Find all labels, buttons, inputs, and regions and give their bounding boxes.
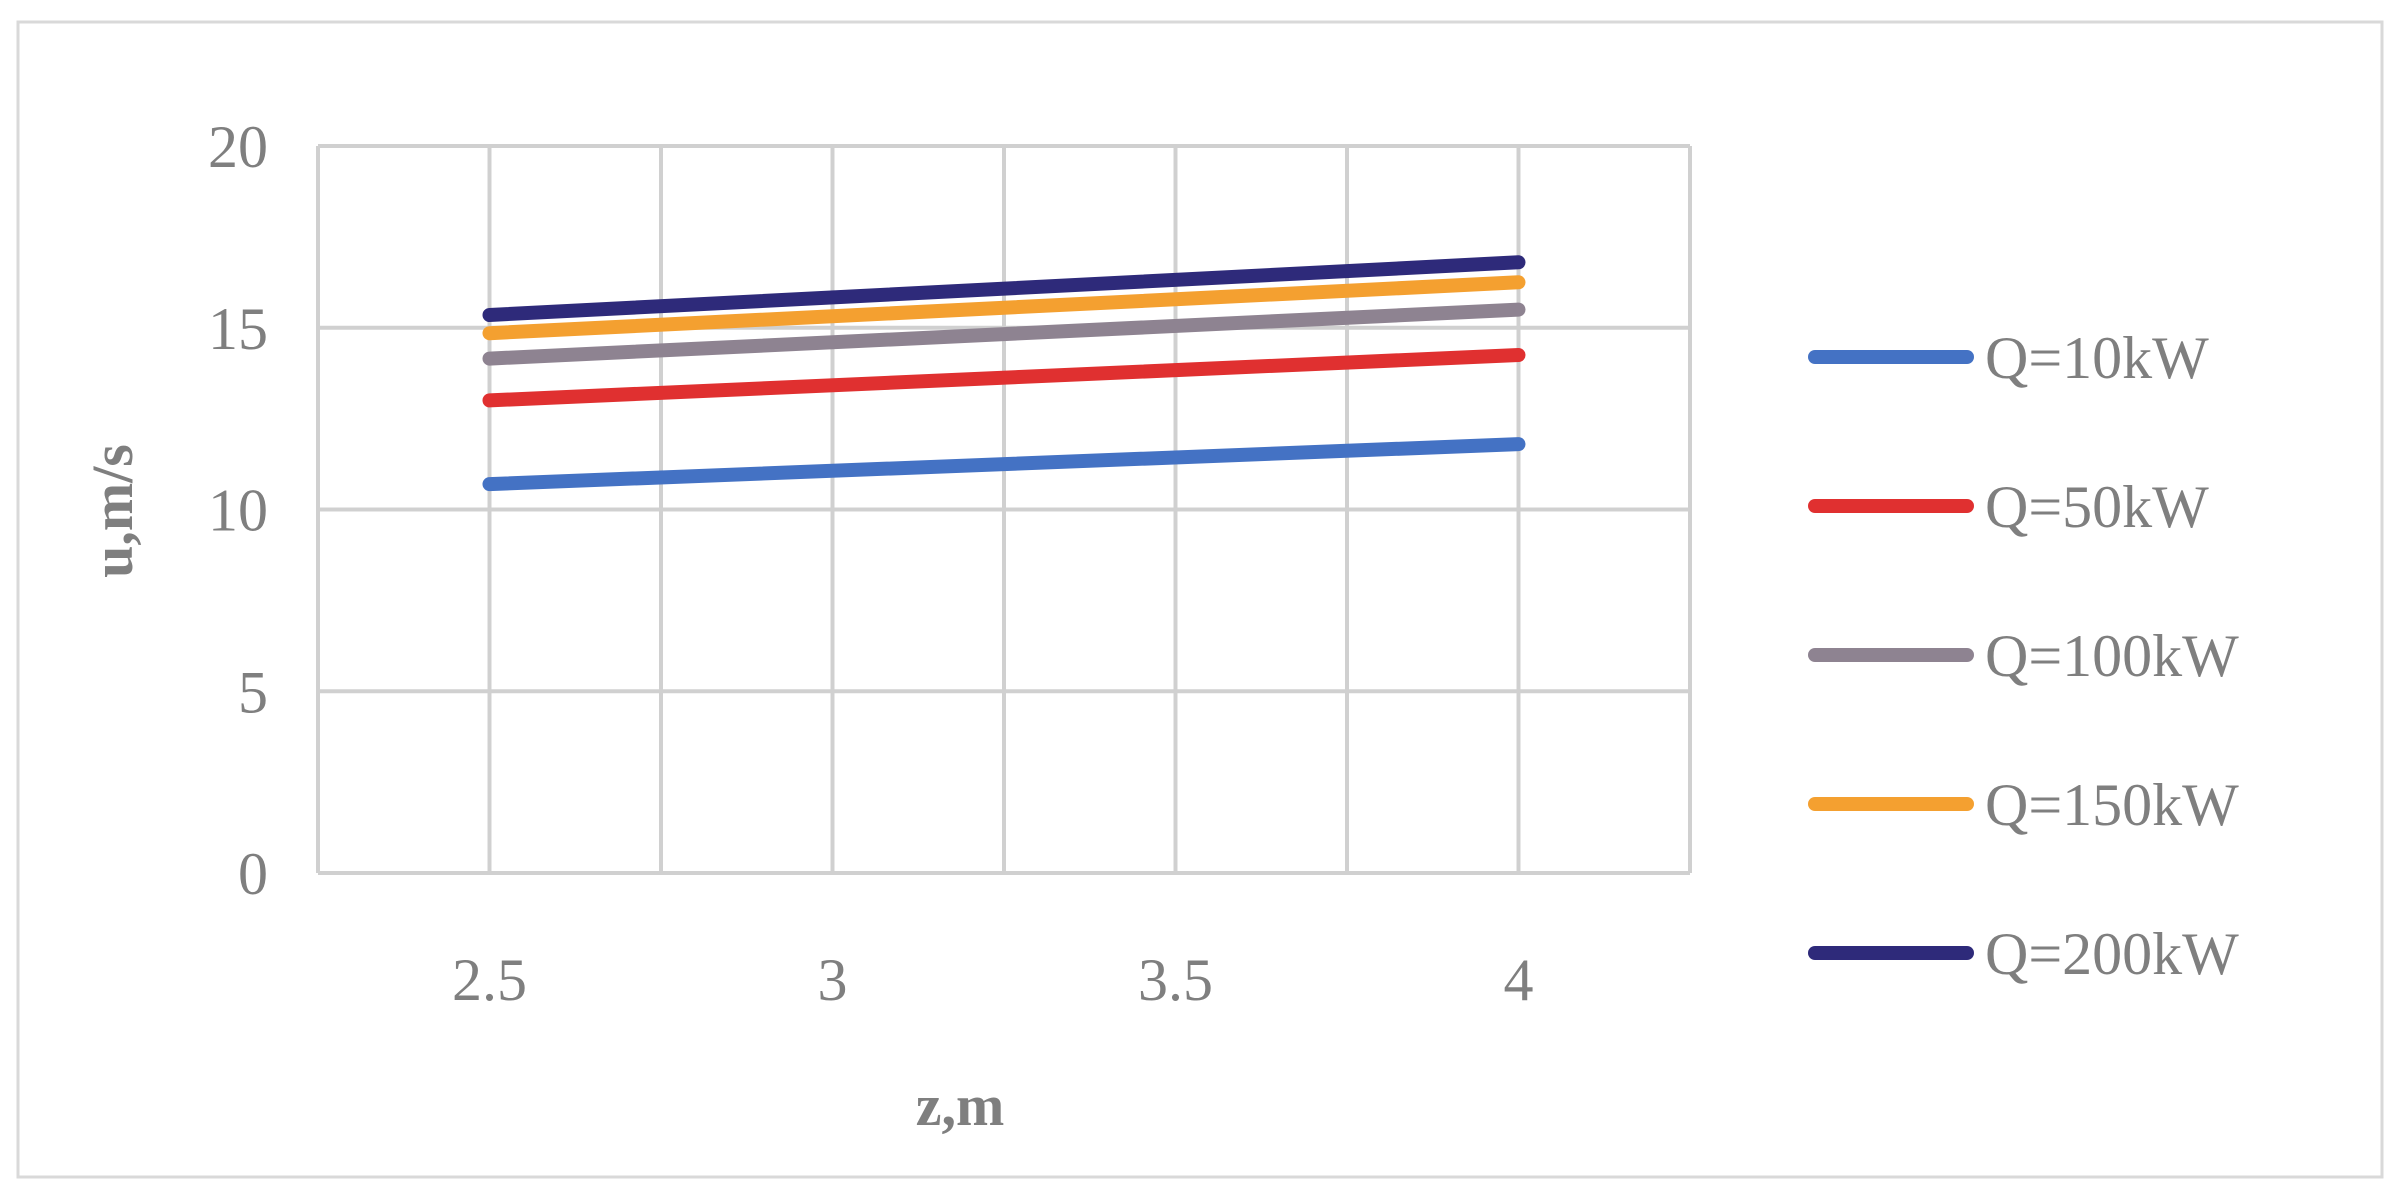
series-line-3 (482, 302, 1526, 366)
chart-border (16, 20, 2384, 1179)
x-tick-label: 4 (1504, 947, 1534, 1013)
y-tick-label: 0 (238, 841, 268, 907)
x-tick-label: 3.5 (1138, 947, 1213, 1013)
y-axis-ticks: 0 5 10 15 20 (208, 114, 268, 907)
y-tick-label: 20 (208, 114, 268, 180)
x-axis-title: z,m (916, 1073, 1005, 1138)
series-line-2 (482, 348, 1526, 408)
series-line-1 (482, 437, 1526, 492)
y-tick-label: 5 (238, 659, 268, 725)
legend: Q=10kW Q=50kW Q=100kW Q=150kW Q=200kW (1808, 325, 2239, 987)
x-axis-ticks: 2.5 3 3.5 4 (452, 947, 1534, 1013)
y-tick-label: 15 (208, 296, 268, 362)
legend-label: Q=150kW (1985, 772, 2239, 838)
legend-label: Q=50kW (1985, 474, 2209, 540)
legend-label: Q=200kW (1985, 921, 2239, 987)
legend-label: Q=10kW (1985, 325, 2209, 391)
x-tick-label: 2.5 (452, 947, 527, 1013)
series-line-4 (482, 275, 1526, 341)
legend-label: Q=100kW (1985, 623, 2239, 689)
x-tick-label: 3 (818, 947, 848, 1013)
y-tick-label: 10 (208, 478, 268, 544)
series-line-5 (482, 255, 1526, 322)
y-axis-title: u,m/s (80, 444, 145, 578)
plot-series (482, 255, 1526, 492)
